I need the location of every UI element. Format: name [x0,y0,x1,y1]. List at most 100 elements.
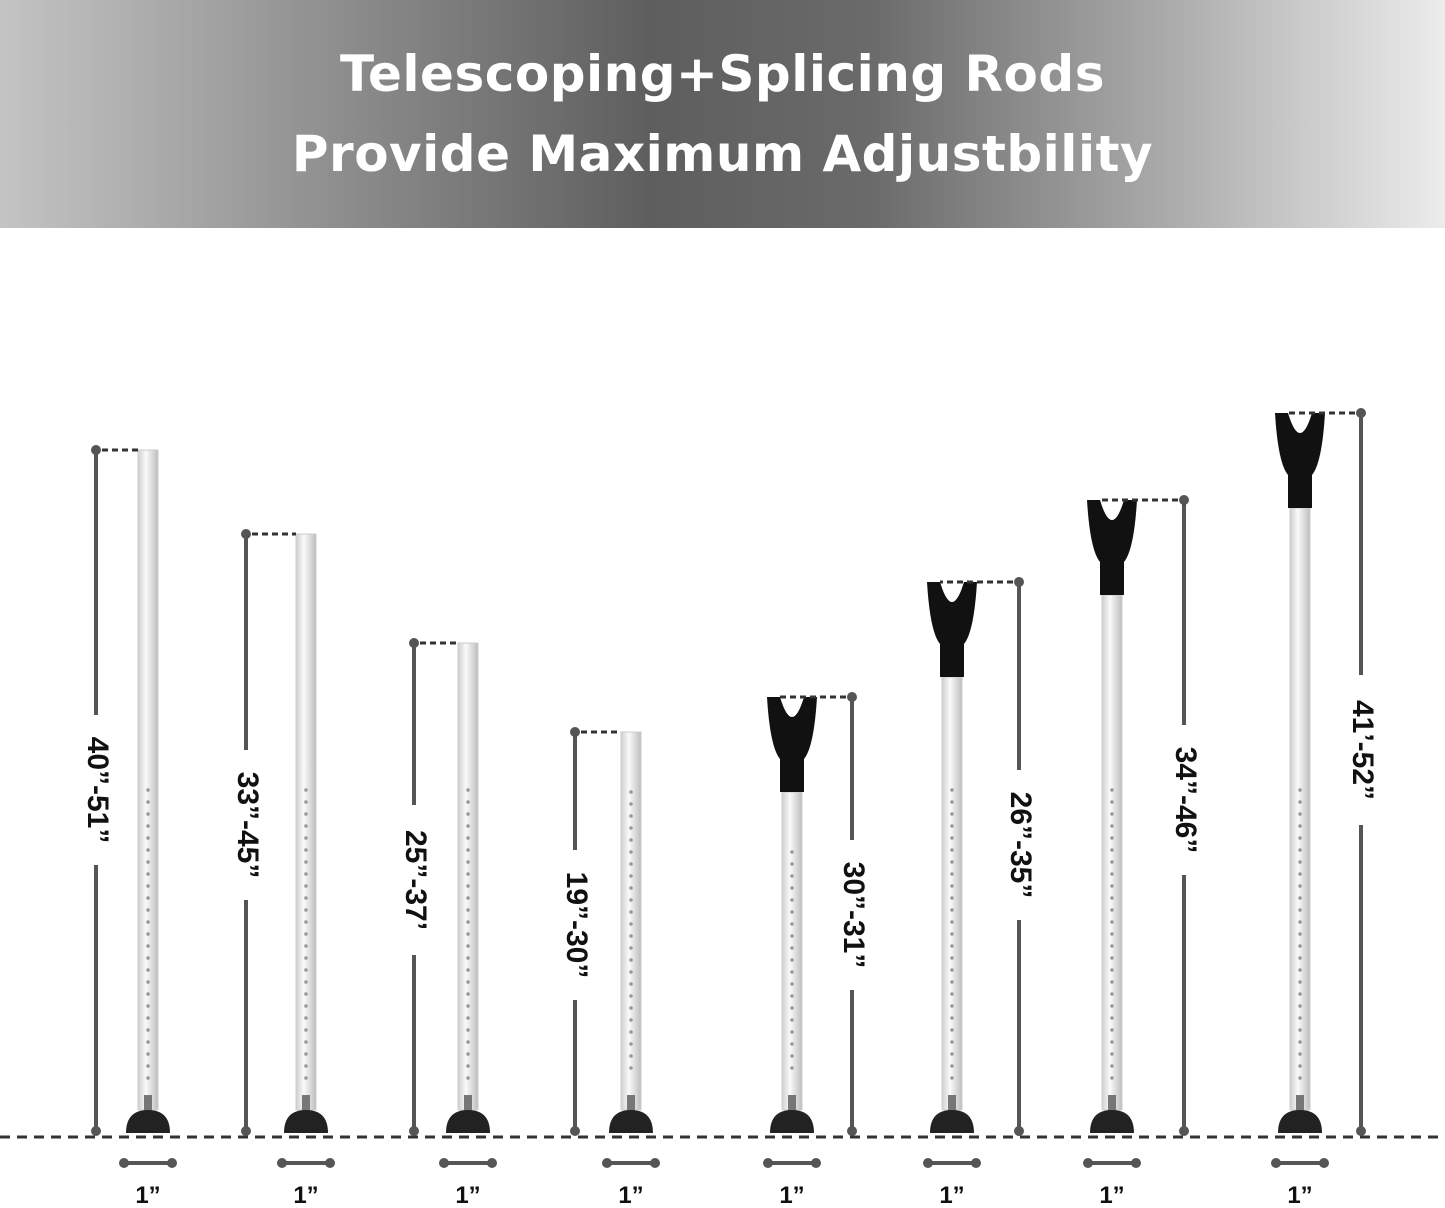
dimension-dot [91,1126,101,1136]
adjust-hole [790,910,794,914]
adjust-hole [1298,1004,1302,1008]
adjust-hole [304,1016,308,1020]
adjust-hole [466,1040,470,1044]
adjust-hole [304,1040,308,1044]
rod-tube [457,642,479,1111]
adjust-hole [1110,932,1114,936]
adjust-hole [1110,908,1114,912]
adjust-hole [466,920,470,924]
adjust-hole [790,922,794,926]
rod-2: 33”-45” 1” [231,529,335,1208]
adjust-hole [629,946,633,950]
dimension-dot [1356,1126,1366,1136]
adjust-hole [146,1040,150,1044]
adjust-hole [1110,992,1114,996]
adjust-hole [790,1054,794,1058]
adjust-hole [950,1016,954,1020]
rod-7: 34”-46” 1” [1083,495,1202,1208]
adjust-hole [629,814,633,818]
range-label: 30”-31” [837,862,870,969]
adjust-hole [146,908,150,912]
width-dot [971,1158,981,1168]
dimension-dot [91,445,101,455]
adjust-hole [950,848,954,852]
adjust-hole [1110,788,1114,792]
adjust-hole [790,1018,794,1022]
adjust-hole [146,896,150,900]
adjust-hole [790,982,794,986]
adjust-hole [304,824,308,828]
adjust-hole [304,812,308,816]
rod-tube [137,449,159,1111]
adjust-hole [466,824,470,828]
rod-1: 40”-51” 1” [81,445,177,1208]
adjust-hole [304,1052,308,1056]
adjust-hole [146,1016,150,1020]
title-line-2: Provide Maximum Adjustbility [291,125,1154,183]
header-banner: Telescoping+Splicing Rods Provide Maximu… [0,0,1445,228]
adjust-hole [1110,1064,1114,1068]
dimension-dot [1356,408,1366,418]
range-label: 25”-37’ [399,830,432,930]
rubber-foot [930,1110,974,1133]
adjust-hole [629,850,633,854]
adjust-hole [466,884,470,888]
foot-screw [788,1095,796,1113]
adjust-hole [790,970,794,974]
width-label: 1” [1099,1182,1124,1208]
dimension-dot [409,638,419,648]
adjust-hole [629,838,633,842]
adjust-hole [950,980,954,984]
rod-tube [620,731,642,1111]
adjust-hole [1110,896,1114,900]
adjust-hole [950,1028,954,1032]
width-dot [602,1158,612,1168]
adjust-hole [629,1006,633,1010]
adjust-hole [146,788,150,792]
adjust-hole [790,934,794,938]
adjust-hole [950,992,954,996]
adjust-hole [146,932,150,936]
adjust-hole [1110,836,1114,840]
foot-screw [948,1095,956,1113]
width-label: 1” [135,1182,160,1208]
rubber-foot [284,1110,328,1133]
adjust-hole [1298,896,1302,900]
adjust-hole [146,980,150,984]
adjust-hole [466,944,470,948]
adjust-hole [790,1066,794,1070]
adjust-hole [304,884,308,888]
adjust-hole [629,886,633,890]
adjust-hole [1110,1016,1114,1020]
width-dot [167,1158,177,1168]
range-label: 41’-52” [1346,700,1379,800]
adjust-hole [304,944,308,948]
adjust-hole [1110,1028,1114,1032]
adjust-hole [629,910,633,914]
adjust-hole [1110,980,1114,984]
adjust-hole [1298,920,1302,924]
adjust-hole [950,1064,954,1068]
range-label: 40”-51” [81,737,114,844]
adjust-hole [950,944,954,948]
adjust-hole [1110,1076,1114,1080]
adjust-hole [1298,908,1302,912]
adjust-hole [466,1076,470,1080]
adjust-hole [466,980,470,984]
adjust-hole [950,800,954,804]
adjust-hole [790,1030,794,1034]
rod-3: 25”-37’ 1” [399,638,497,1208]
adjust-hole [629,1066,633,1070]
adjust-hole [1298,1076,1302,1080]
adjust-hole [304,968,308,972]
adjust-hole [304,956,308,960]
adjust-hole [629,1042,633,1046]
adjust-hole [466,908,470,912]
range-label: 34”-46” [1169,747,1202,854]
rod-tube [781,791,803,1111]
adjust-hole [304,932,308,936]
adjust-hole [1298,944,1302,948]
dimension-dot [570,1126,580,1136]
adjust-hole [629,970,633,974]
